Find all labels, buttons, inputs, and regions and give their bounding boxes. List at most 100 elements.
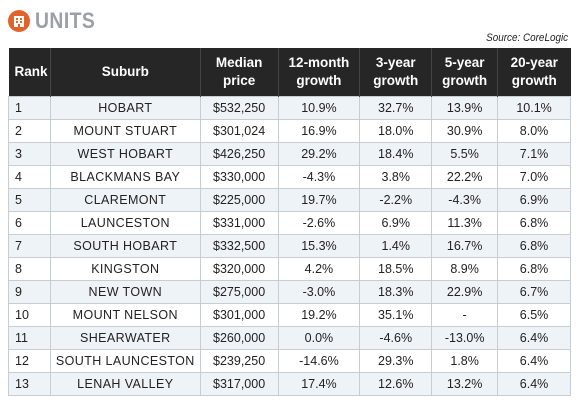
median-price-cell: $301,024 [199,119,279,143]
rank-cell: 9 [8,280,51,304]
units-table: Rank Suburb Median price 12-month growth 3… [8,48,571,396]
growth-3-year-cell: 3.8% [359,165,433,189]
median-price-cell: $275,000 [199,280,279,304]
suburb-cell: SOUTH LAUNCESTON [49,349,201,373]
growth-20-year-cell: 10.1% [497,96,571,120]
growth-5-year-cell: 30.9% [431,119,499,143]
growth-3-year-cell: -2.2% [359,188,433,212]
rank-cell: 10 [8,303,51,327]
table-row: 2 MOUNT STUART $301,024 16.9% 18.0% 30.9% 8.0% [8,119,571,143]
growth-5-year-cell: 8.9% [431,257,499,281]
growth-20-year-cell: 6.4% [497,326,571,350]
suburb-cell: LENAH VALLEY [49,372,201,396]
growth-5-year-cell: 13.9% [431,96,499,120]
table-row: 11 SHEARWATER $260,000 0.0% -4.6% -13.0% 6.4% [8,326,571,350]
median-price-cell: $239,250 [199,349,279,373]
rank-cell: 13 [8,372,51,396]
table-row: 4 BLACKMANS BAY $330,000 -4.3% 3.8% 22.2% 7.0% [8,165,571,189]
growth-12-month-cell: -2.6% [277,211,361,235]
rank-cell: 1 [8,96,51,120]
growth-5-year-cell: -4.3% [431,188,499,212]
rank-cell: 2 [8,119,51,143]
rank-cell: 11 [8,326,51,350]
growth-20-year-cell: 6.8% [497,257,571,281]
growth-12-month-cell: -4.3% [277,165,361,189]
suburb-cell: LAUNCESTON [49,211,201,235]
growth-3-year-cell: 35.1% [359,303,433,327]
growth-3-year-cell: 29.3% [359,349,433,373]
suburb-cell: WEST HOBART [49,142,201,166]
growth-5-year-cell: 13.2% [431,372,499,396]
growth-5-year-cell: 22.9% [431,280,499,304]
rank-cell: 7 [8,234,51,258]
growth-5-year-cell: 11.3% [431,211,499,235]
col-header-3-year: 3-year growth [359,48,432,97]
table-row: 7 SOUTH HOBART $332,500 15.3% 1.4% 16.7% 6.8% [8,234,571,258]
suburb-cell: SHEARWATER [49,326,201,350]
suburb-cell: CLAREMONT [49,188,201,212]
table-row: 10 MOUNT NELSON $301,000 19.2% 35.1% -6.5% [8,303,571,327]
median-price-cell: $330,000 [199,165,279,189]
growth-5-year-cell: 1.8% [431,349,499,373]
col-header-suburb: Suburb [49,48,201,97]
title-group: UNITS [8,8,104,34]
rank-cell: 3 [8,142,51,166]
growth-12-month-cell: 0.0% [277,326,361,350]
growth-12-month-cell: 10.9% [277,96,361,120]
median-price-cell: $260,000 [199,326,279,350]
table-row: 1 HOBART $532,250 10.9% 32.7% 13.9% 10.1% [8,96,571,120]
growth-20-year-cell: 6.4% [497,372,571,396]
header: UNITS Source: CoreLogic [0,0,580,44]
growth-3-year-cell: 18.0% [359,119,433,143]
col-header-12-month: 12-month growth [277,48,360,97]
table-row: 13 LENAH VALLEY $317,000 17.4% 12.6% 13.2% 6.4… [8,372,571,396]
table-row: 12 SOUTH LAUNCESTON $239,250 -14.6% 29.3% 1.8… [8,349,571,373]
median-price-cell: $332,500 [199,234,279,258]
growth-3-year-cell: 1.4% [359,234,433,258]
growth-3-year-cell: 12.6% [359,372,433,396]
growth-5-year-cell: - [431,303,499,327]
growth-20-year-cell: 6.4% [497,349,571,373]
page-title: UNITS [35,8,96,33]
rank-cell: 4 [8,165,51,189]
rank-cell: 8 [8,257,51,281]
table-row: 3 WEST HOBART $426,250 29.2% 18.4% 5.5% 7.1% [8,142,571,166]
suburb-cell: MOUNT STUART [49,119,201,143]
growth-12-month-cell: 16.9% [277,119,361,143]
growth-12-month-cell: -14.6% [277,349,361,373]
growth-12-month-cell: 17.4% [277,372,361,396]
growth-20-year-cell: 7.1% [497,142,571,166]
col-header-rank: Rank [8,48,51,97]
suburb-cell: MOUNT NELSON [49,303,201,327]
col-header-20-year: 20-year growth [497,48,571,97]
suburb-cell: SOUTH HOBART [49,234,201,258]
rank-cell: 12 [8,349,51,373]
median-price-cell: $301,000 [199,303,279,327]
growth-12-month-cell: 29.2% [277,142,361,166]
table-header-row: Rank Suburb Median price 12-month growth 3… [8,48,571,97]
growth-20-year-cell: 6.9% [497,188,571,212]
suburb-cell: NEW TOWN [49,280,201,304]
growth-20-year-cell: 6.5% [497,303,571,327]
growth-5-year-cell: -13.0% [431,326,499,350]
suburb-cell: BLACKMANS BAY [49,165,201,189]
growth-3-year-cell: -4.6% [359,326,433,350]
median-price-cell: $532,250 [199,96,279,120]
growth-3-year-cell: 6.9% [359,211,433,235]
table-body: 1 HOBART $532,250 10.9% 32.7% 13.9% 10.1% 2 MOUN… [8,96,571,396]
col-header-price: Median price [199,48,279,97]
growth-5-year-cell: 16.7% [431,234,499,258]
growth-3-year-cell: 18.4% [359,142,433,166]
table-row: 5 CLAREMONT $225,000 19.7% -2.2% -4.3% 6.9% [8,188,571,212]
growth-12-month-cell: 4.2% [277,257,361,281]
growth-5-year-cell: 22.2% [431,165,499,189]
suburb-cell: KINGSTON [49,257,201,281]
growth-20-year-cell: 8.0% [497,119,571,143]
source-note: Source: CoreLogic [486,32,568,44]
suburb-cell: HOBART [49,96,201,120]
growth-12-month-cell: 19.7% [277,188,361,212]
median-price-cell: $320,000 [199,257,279,281]
rank-cell: 6 [8,211,51,235]
growth-20-year-cell: 6.8% [497,211,571,235]
table-row: 8 KINGSTON $320,000 4.2% 18.5% 8.9% 6.8% [8,257,571,281]
